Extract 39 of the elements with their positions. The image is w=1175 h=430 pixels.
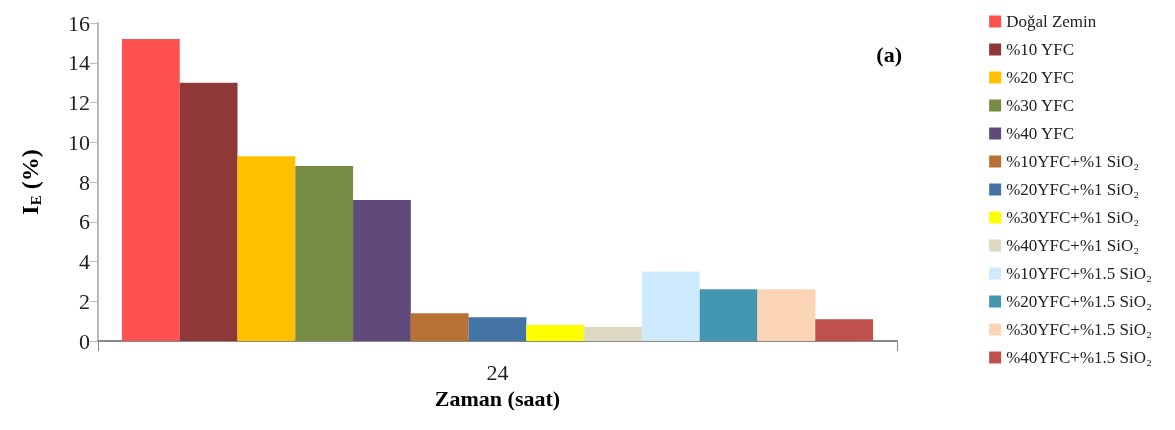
- bar: [699, 289, 758, 341]
- bar: [468, 317, 527, 341]
- legend-label: %20 YFC: [1006, 68, 1074, 87]
- x-axis-title: Zaman (saat): [434, 386, 561, 412]
- bar: [815, 319, 874, 341]
- legend-label: %10YFC+%1 SiO₂: [1006, 152, 1140, 171]
- legend-label: %30 YFC: [1006, 96, 1074, 115]
- legend-label: %30YFC+%1 SiO₂: [1006, 208, 1140, 227]
- y-tick-label: 6: [79, 209, 90, 235]
- bar: [237, 156, 296, 341]
- legend-label: %10 YFC: [1006, 40, 1074, 59]
- legend-label: %20YFC+%1.5 SiO₂: [1006, 292, 1153, 311]
- x-tick-label: 24: [486, 359, 509, 385]
- y-tick-label: 12: [68, 90, 90, 115]
- bar: [410, 313, 469, 341]
- bar: [641, 271, 700, 341]
- bar: [584, 327, 642, 341]
- legend-label: %40 YFC: [1006, 124, 1074, 143]
- y-axis-title: IE (%): [16, 149, 44, 215]
- y-tick-label: 10: [68, 129, 90, 155]
- bar: [179, 82, 238, 341]
- bar: [526, 325, 585, 341]
- bar: [353, 199, 411, 341]
- y-tick-label: 14: [68, 50, 90, 76]
- legend-label: %30YFC+%1.5 SiO₂: [1006, 320, 1153, 339]
- legend-label: %40YFC+%1 SiO₂: [1006, 236, 1140, 255]
- bar: [121, 38, 180, 341]
- y-tick-label: 0: [79, 328, 90, 354]
- legend-label: %20YFC+%1 SiO₂: [1006, 180, 1140, 199]
- legend-label: %10YFC+%1.5 SiO₂: [1006, 264, 1153, 283]
- y-tick-label: 4: [79, 249, 90, 274]
- legend-label: Doğal Zemin: [1006, 12, 1097, 31]
- legend-label: %40YFC+%1.5 SiO₂: [1006, 348, 1153, 367]
- y-tick-label: 2: [79, 288, 90, 314]
- bar: [295, 166, 354, 341]
- y-tick-label: 8: [79, 169, 90, 195]
- y-tick-label: 16: [68, 10, 90, 36]
- annotation: (a): [876, 41, 902, 67]
- bar: [757, 289, 816, 341]
